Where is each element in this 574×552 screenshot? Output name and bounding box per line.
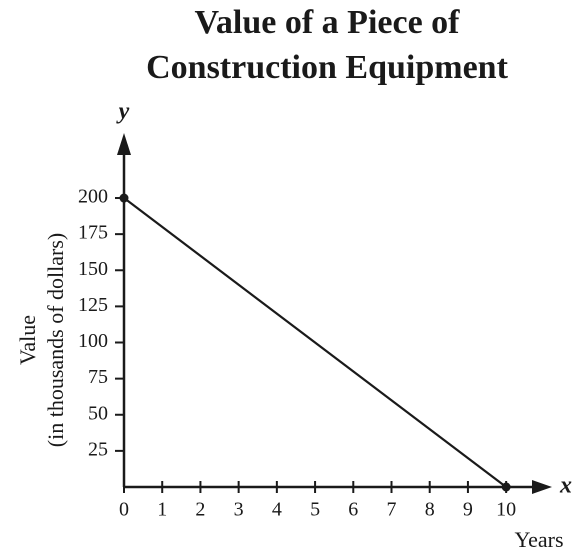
x-tick-label: 2: [195, 499, 205, 521]
data-point: [501, 482, 511, 492]
y-tick-label: 75: [88, 366, 108, 388]
x-tick-label: 10: [496, 499, 516, 521]
x-tick-label: 0: [119, 499, 129, 521]
x-tick-label: 4: [272, 499, 282, 521]
y-axis-arrow: [117, 133, 131, 155]
x-tick-label: 1: [157, 499, 167, 521]
y-axis-label-group: Value (in thousands of dollars): [15, 233, 68, 447]
y-tick-label: 100: [78, 330, 108, 352]
x-axis-name: x: [559, 473, 572, 499]
x-tick-label: 3: [234, 499, 244, 521]
y-tick-label: 125: [78, 294, 108, 316]
x-tick-label: 9: [463, 499, 473, 521]
y-tick-label: 150: [78, 258, 108, 280]
x-tick-label: 6: [348, 499, 358, 521]
x-tick-label: 5: [310, 499, 320, 521]
y-axis-label: Value: [15, 315, 40, 365]
y-tick-label: 50: [88, 402, 108, 424]
y-tick-label: 25: [88, 438, 108, 460]
x-axis-arrow: [532, 480, 552, 494]
y-axis-label: (in thousands of dollars): [43, 233, 68, 447]
x-tick-label: 7: [387, 499, 397, 521]
y-axis-name: y: [116, 99, 130, 125]
data-point: [119, 193, 129, 203]
chart-title: Value of a Piece of Construction Equipme…: [146, 4, 508, 86]
x-axis-label: Years: [514, 527, 563, 552]
data-line: [123, 197, 507, 488]
x-tick-label: 8: [425, 499, 435, 521]
y-tick-label: 200: [78, 186, 108, 208]
y-tick-label: 175: [78, 222, 108, 244]
